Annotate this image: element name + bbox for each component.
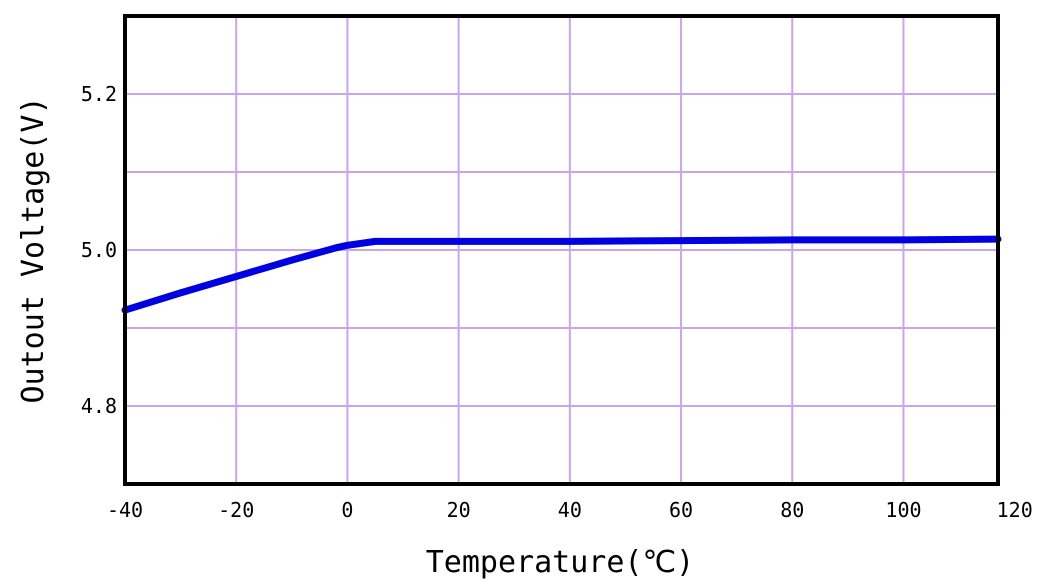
tick-labels: -40 -20 0 20 40 60 80 100 120 4.8 5.0 5.2 <box>81 82 1033 522</box>
x-tick-label: -20 <box>218 498 254 522</box>
x-tick-label: 20 <box>447 498 471 522</box>
y-tick-label: 5.2 <box>81 82 117 106</box>
plot-frame <box>123 14 1000 486</box>
x-tick-label: 100 <box>885 498 921 522</box>
x-axis-label: Temperature(℃) <box>426 545 695 580</box>
series-layer <box>121 235 1002 314</box>
x-tick-label: 0 <box>341 498 353 522</box>
y-axis-label: Outout Voltage(V) <box>16 96 51 403</box>
x-tick-label: 80 <box>780 498 804 522</box>
series-line <box>121 235 1002 314</box>
x-tick-label: 40 <box>558 498 582 522</box>
grid-lines <box>125 16 998 484</box>
x-tick-label: 120 <box>997 498 1033 522</box>
x-tick-label: -40 <box>107 498 143 522</box>
y-tick-label: 5.0 <box>81 238 117 262</box>
x-tick-label: 60 <box>669 498 693 522</box>
y-tick-label: 4.8 <box>81 394 117 418</box>
